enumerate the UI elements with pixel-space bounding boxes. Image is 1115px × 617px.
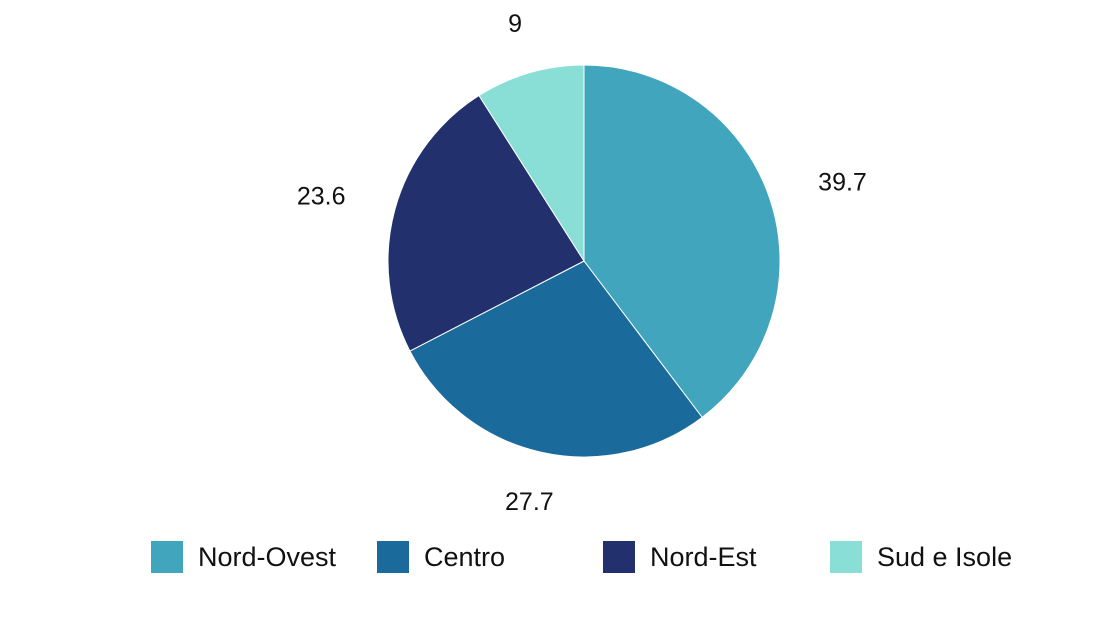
legend-item-nord-est: Nord-Est [603,541,757,573]
data-label-centro: 27.7 [505,488,554,516]
legend-swatch-nord-est [603,541,635,573]
slices-layer [387,64,781,458]
pie-slice-centro [409,260,703,458]
legend-swatch-centro [377,541,409,573]
data-label-nord-ovest: 39.7 [818,168,867,196]
data-label-nord-est: 23.6 [297,183,346,211]
legend-label-nord-est: Nord-Est [650,542,757,572]
labels-layer: 39.7 27.7 23.6 9 [297,10,867,516]
legend-swatch-sud-e-isole [830,541,862,573]
legend-item-centro: Centro [377,541,505,573]
legend-label-centro: Centro [424,542,505,572]
legend-item-sud-e-isole: Sud e Isole [830,541,1012,573]
pie-slice-nord-ovest [583,64,781,419]
data-label-sud-e-isole: 9 [508,10,522,38]
legend: Nord-Ovest Centro Nord-Est Sud e Isole [151,541,1012,573]
pie-slice-nord-est [387,94,585,352]
legend-item-nord-ovest: Nord-Ovest [151,541,337,573]
pie-slice-sud-e-isole [478,64,585,263]
legend-swatch-nord-ovest [151,541,183,573]
legend-label-sud-e-isole: Sud e Isole [877,542,1012,572]
legend-label-nord-ovest: Nord-Ovest [198,542,337,572]
